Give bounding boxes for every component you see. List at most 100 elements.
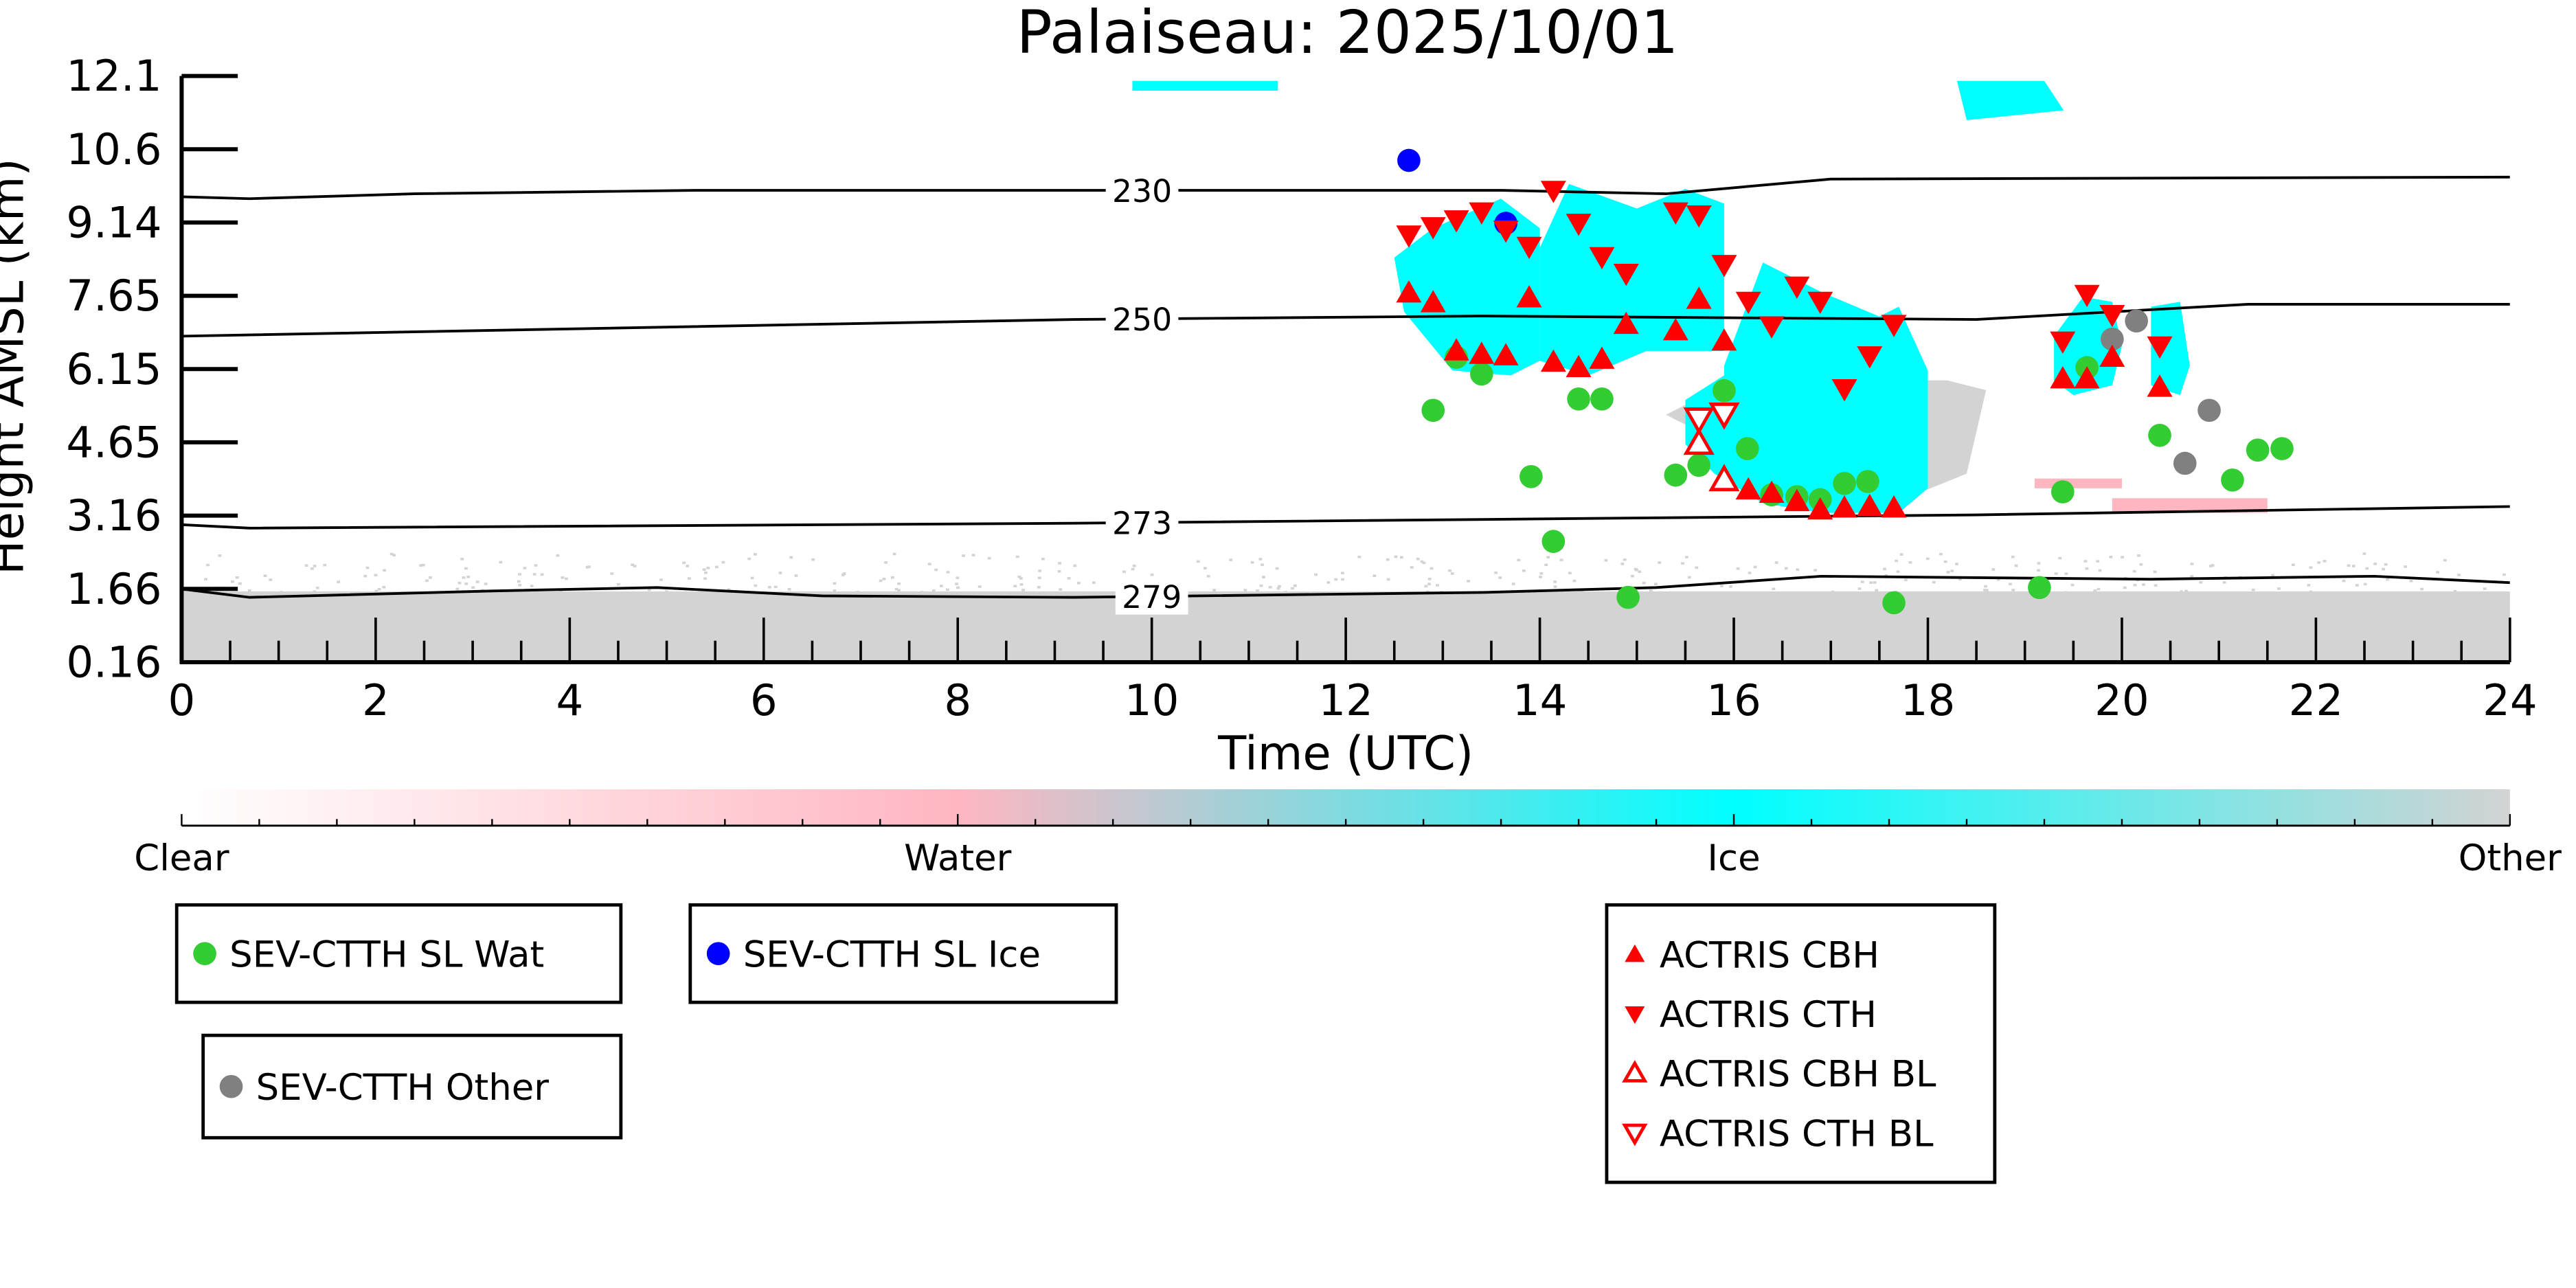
- x-tick-label: 20: [2094, 675, 2149, 725]
- class-speckle-other: [382, 586, 385, 589]
- class-speckle-other: [383, 569, 386, 572]
- class-speckle-other: [722, 561, 725, 564]
- legend-label-actris-cbh: ACTRIS CBH: [1660, 935, 1879, 977]
- class-speckle-other: [2099, 569, 2102, 572]
- x-tick-label: 14: [1513, 675, 1568, 725]
- class-speckle-other: [1572, 580, 1576, 583]
- class-speckle-other: [1909, 561, 1912, 564]
- class-speckle-other: [956, 576, 959, 579]
- class-speckle-other: [1075, 593, 1078, 596]
- class-speckle-other: [767, 596, 770, 599]
- class-region-ice: [1957, 81, 2064, 120]
- class-speckle-other: [2373, 563, 2377, 565]
- class-speckle-other: [659, 578, 663, 581]
- class-speckle-other: [932, 589, 936, 592]
- class-speckle-other: [2009, 583, 2012, 586]
- class-speckle-other: [1939, 553, 1943, 556]
- class-speckle-other: [1726, 591, 1730, 594]
- class-speckle-other: [1644, 594, 1647, 597]
- class-speckle-other: [773, 596, 776, 599]
- class-speckle-other: [1262, 576, 1265, 578]
- class-speckle-other: [1372, 574, 1376, 577]
- class-speckle-other: [934, 569, 938, 572]
- x-tick-label: 6: [750, 675, 778, 725]
- class-speckle-other: [586, 566, 589, 569]
- class-speckle-other: [476, 580, 479, 583]
- class-speckle-other: [2455, 594, 2459, 596]
- class-speckle-other: [610, 572, 613, 575]
- class-speckle-other: [715, 566, 719, 569]
- point-sev-ctth-sl-wat: [1542, 530, 1566, 553]
- class-speckle-other: [1229, 558, 1232, 561]
- class-speckle-other: [1631, 575, 1634, 578]
- class-speckle-other: [2190, 563, 2193, 565]
- class-speckle-other: [2093, 589, 2097, 592]
- class-speckle-other: [1947, 571, 1950, 574]
- class-speckle-other: [1278, 585, 1281, 588]
- class-speckle-other: [2058, 557, 2061, 560]
- legend-box: SEV-CTTH SL Ice: [690, 905, 1116, 1002]
- class-speckle-other: [856, 591, 859, 594]
- class-speckle-other: [2065, 572, 2068, 575]
- class-speckle-other: [2272, 593, 2275, 596]
- class-speckle-other: [1605, 559, 1608, 562]
- class-speckle-other: [1387, 578, 1390, 581]
- point-sev-ctth-sl-wat: [2246, 438, 2270, 462]
- class-speckle-other: [478, 596, 482, 599]
- class-speckle-other: [530, 585, 534, 587]
- class-speckle-other: [1560, 558, 1563, 561]
- class-speckle-other: [2137, 554, 2140, 557]
- class-speckle-other: [1681, 562, 1684, 565]
- class-speckle-other: [1487, 596, 1490, 599]
- class-speckle-other: [1932, 581, 1936, 584]
- point-sev-ctth-other: [2197, 398, 2221, 422]
- class-speckle-other: [1448, 569, 1451, 572]
- class-speckle-other: [1904, 596, 1908, 598]
- class-speckle-other: [1877, 595, 1880, 598]
- class-speckle-other: [2352, 565, 2355, 567]
- class-speckle-other: [768, 586, 771, 589]
- class-speckle-other: [2386, 578, 2389, 581]
- class-speckle-other: [2127, 594, 2130, 597]
- class-speckle-other: [1219, 592, 1222, 595]
- class-speckle-other: [280, 591, 283, 594]
- class-speckle-other: [1038, 576, 1041, 579]
- class-speckle-other: [1341, 578, 1344, 581]
- class-speckle-other: [425, 579, 429, 582]
- class-speckle-other: [500, 596, 504, 599]
- y-tick-label: 10.6: [66, 124, 161, 174]
- class-speckle-other: [1092, 591, 1095, 594]
- class-speckle-other: [1414, 595, 1417, 598]
- class-speckle-other: [1546, 556, 1550, 558]
- class-speckle-other: [460, 558, 464, 561]
- class-speckle-other: [1051, 594, 1054, 596]
- class-speckle-other: [204, 578, 207, 580]
- class-speckle-other: [1293, 585, 1297, 587]
- class-speckle-other: [1649, 589, 1653, 592]
- class-speckle-other: [1073, 565, 1076, 567]
- class-speckle-other: [1386, 558, 1390, 561]
- class-speckle-other: [1314, 574, 1318, 576]
- class-speckle-other: [1772, 587, 1775, 590]
- class-speckle-other: [1983, 589, 1987, 591]
- class-speckle-other: [747, 558, 751, 561]
- class-speckle-other: [2133, 570, 2136, 573]
- class-speckle-other: [648, 589, 651, 591]
- class-speckle-other: [789, 556, 793, 559]
- class-speckle-other: [1638, 571, 1641, 574]
- class-speckle-other: [2011, 556, 2015, 558]
- class-speckle-other: [518, 573, 521, 576]
- class-speckle-other: [2317, 561, 2320, 564]
- class-speckle-other: [206, 564, 210, 567]
- class-speckle-other: [1276, 567, 1279, 570]
- class-speckle-other: [2037, 562, 2040, 565]
- class-speckle-other: [1327, 581, 1331, 584]
- class-speckle-other: [526, 595, 530, 598]
- class-speckle-other: [2121, 556, 2124, 558]
- class-speckle-other: [2502, 574, 2506, 576]
- class-speckle-other: [833, 582, 836, 585]
- class-speckle-other: [1467, 580, 1470, 583]
- class-speckle-other: [1427, 583, 1431, 585]
- class-speckle-other: [1013, 585, 1017, 587]
- class-speckle-other: [1343, 596, 1346, 598]
